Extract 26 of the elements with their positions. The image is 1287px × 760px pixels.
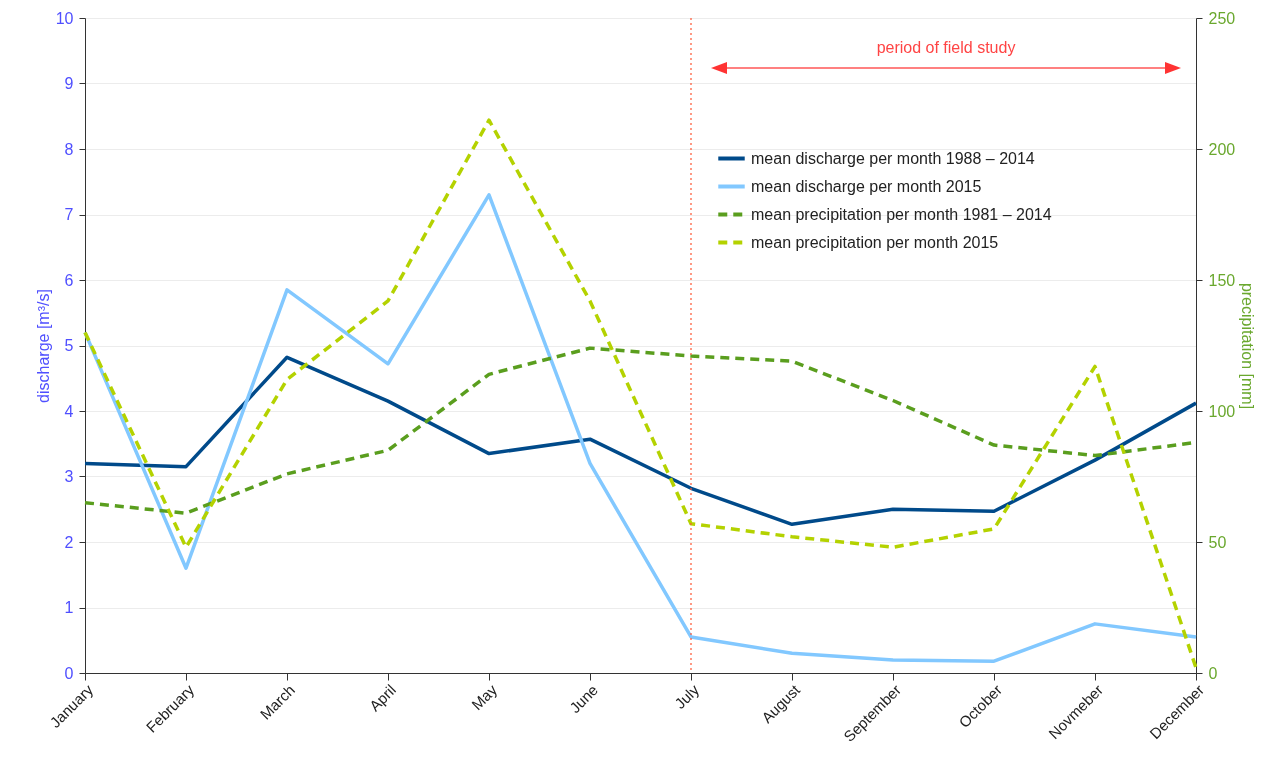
y-tick-label: 10 [55,9,74,27]
y2-tick-label: 250 [1208,9,1236,27]
legend-label: mean discharge per month 1988 – 2014 [751,149,1035,167]
y-tick-label: 9 [64,75,74,92]
y-tick-label: 5 [64,337,74,354]
y-tick-label: 6 [64,271,74,289]
y2-tick-label: 0 [1208,664,1218,682]
legend-label: mean discharge per month 2015 [751,177,982,195]
y-tick-label: 0 [64,664,74,682]
y2-tick-label: 200 [1208,140,1236,158]
y-tick-label: 4 [64,402,74,420]
x-tick-label: May [468,680,501,714]
y2-tick-label: 150 [1208,271,1236,289]
y2-tick-label: 50 [1208,533,1227,551]
annotation: period of field study [876,39,1016,56]
y2-tick-label: 100 [1208,402,1236,420]
y-tick-label: 2 [64,533,74,551]
legend-label: mean precipitation per month 1981 – 2014 [751,205,1052,223]
y2-axis-title: precipitation [mm] [1239,282,1257,410]
y-tick-label: 8 [64,140,74,158]
legend-label: mean precipitation per month 2015 [751,233,999,251]
y-tick-label: 1 [64,599,74,616]
y-tick-label: 7 [64,206,74,223]
y-tick-label: 3 [64,468,74,485]
x-tick-label: July [671,680,703,712]
y-axis-title: discharge [m³/s] [34,289,52,403]
